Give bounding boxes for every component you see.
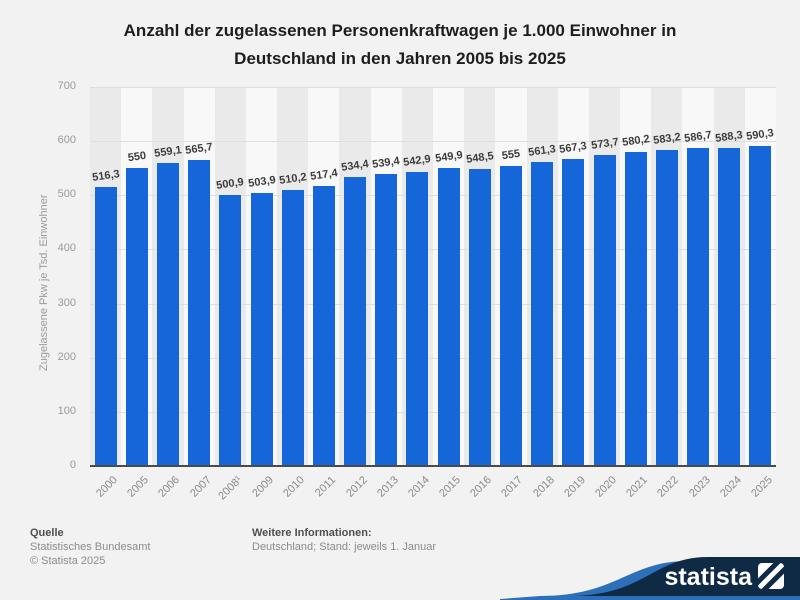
- x-axis-tick-label: 2014: [406, 474, 432, 500]
- y-axis-title: Zugelassene Pkw je Tsd. Einwohner: [38, 194, 50, 371]
- gridline-400: [90, 249, 776, 251]
- y-axis-tick-label: 300: [57, 296, 76, 309]
- x-axis-tick-label: 2017: [499, 474, 526, 500]
- y-axis-tick-label: 500: [57, 188, 76, 201]
- x-axis-baseline: [90, 465, 776, 467]
- chart-title: Anzahl der zugelassenen Personenkraftwag…: [0, 17, 800, 73]
- bar-2021: [624, 151, 647, 466]
- bar-2016: [468, 169, 491, 466]
- x-axis-tick-label: 2008¹: [216, 474, 245, 503]
- x-axis-tick-label: 2018: [530, 474, 557, 500]
- x-axis-tick-label: 2000: [94, 474, 121, 500]
- bar-2024: [718, 147, 741, 466]
- y-axis-tick-label: 200: [57, 350, 76, 363]
- bar-2007: [188, 159, 211, 466]
- statista-logo-icon: [758, 563, 784, 589]
- chart-title-line2: Deutschland in den Jahren 2005 bis 2025: [234, 49, 566, 68]
- source-label: Quelle: [30, 527, 64, 539]
- x-axis-tick-label: 2013: [374, 474, 401, 500]
- info-label: Weitere Informationen:: [252, 527, 372, 539]
- plot-area: 516,3 550 559,1 565,7 500,9 503,9 510,2 517,4 53…: [90, 87, 776, 467]
- statista-wordmark: statista: [664, 563, 753, 591]
- source-name: Statistisches Bundesamt: [30, 541, 151, 553]
- y-axis-tick-label: 600: [57, 134, 76, 147]
- x-axis-tick-label: 2009: [250, 474, 276, 500]
- x-axis-tick-label: 2005: [125, 474, 152, 500]
- gridline-700: [90, 87, 776, 88]
- y-axis-tick-label: 700: [57, 80, 76, 92]
- bar-2008¹: [219, 194, 242, 466]
- bar-2017: [499, 165, 522, 466]
- x-axis-tick-label: 2011: [313, 474, 339, 500]
- x-axis-tick-label: 2006: [156, 474, 183, 500]
- x-axis-tick-label: 2022: [655, 474, 682, 500]
- x-axis-tick-label: 2025: [749, 474, 775, 500]
- x-axis-tick-label: 2010: [281, 474, 308, 500]
- bar-2005: [125, 168, 148, 466]
- bar-2011: [312, 185, 335, 466]
- bar-2019: [562, 158, 585, 466]
- copyright-text: © Statista 2025: [30, 555, 106, 567]
- bar-2014: [406, 172, 429, 466]
- x-axis-tick-label: 2020: [593, 474, 619, 500]
- bar-2025: [749, 146, 772, 466]
- bar-2010: [281, 189, 304, 466]
- x-axis-tick-label: 2015: [437, 474, 464, 500]
- x-axis-tick-label: 2019: [562, 474, 588, 500]
- source-block: Quelle Statistisches Bundesamt © Statist…: [30, 526, 150, 568]
- y-axis-tick-label: 0: [69, 459, 76, 471]
- x-axis-tick-label: 2007: [187, 474, 214, 500]
- bar-2015: [437, 168, 460, 466]
- x-axis-tick-label: 2021: [624, 474, 651, 500]
- gridline-600: [90, 141, 776, 143]
- bar-2000: [94, 186, 117, 466]
- bar-2012: [344, 176, 367, 466]
- bar-2020: [593, 155, 616, 466]
- gridline-200: [90, 357, 776, 359]
- x-axis-tick-label: 2023: [686, 474, 713, 500]
- y-axis-tick-label: 100: [57, 404, 76, 417]
- bar-2018: [531, 162, 554, 466]
- info-text: Deutschland; Stand: jeweils 1. Januar: [252, 541, 437, 553]
- gridline-500: [90, 195, 776, 197]
- statista-banner: statista: [500, 557, 800, 600]
- x-axis-tick-label: 2012: [343, 474, 370, 500]
- banner-navy-shape: [568, 557, 800, 596]
- bar-2022: [655, 150, 678, 466]
- gridline-300: [90, 303, 776, 305]
- gridline-100: [90, 411, 776, 413]
- x-axis: 2000 2005 2006 2007 2008¹ 2009 2010 2011 2012 201…: [90, 474, 776, 514]
- bar-2009: [250, 193, 273, 466]
- bar-2006: [156, 163, 179, 466]
- info-block: Weitere Informationen: Deutschland; Stan…: [252, 526, 436, 554]
- chart-title-line1: Anzahl der zugelassenen Personenkraftwag…: [123, 21, 677, 40]
- x-axis-tick-label: 2024: [717, 474, 744, 500]
- x-axis-tick-label: 2016: [468, 474, 495, 500]
- bar-2023: [687, 148, 710, 466]
- y-axis-tick-label: 400: [57, 242, 76, 255]
- bar-2013: [375, 174, 398, 466]
